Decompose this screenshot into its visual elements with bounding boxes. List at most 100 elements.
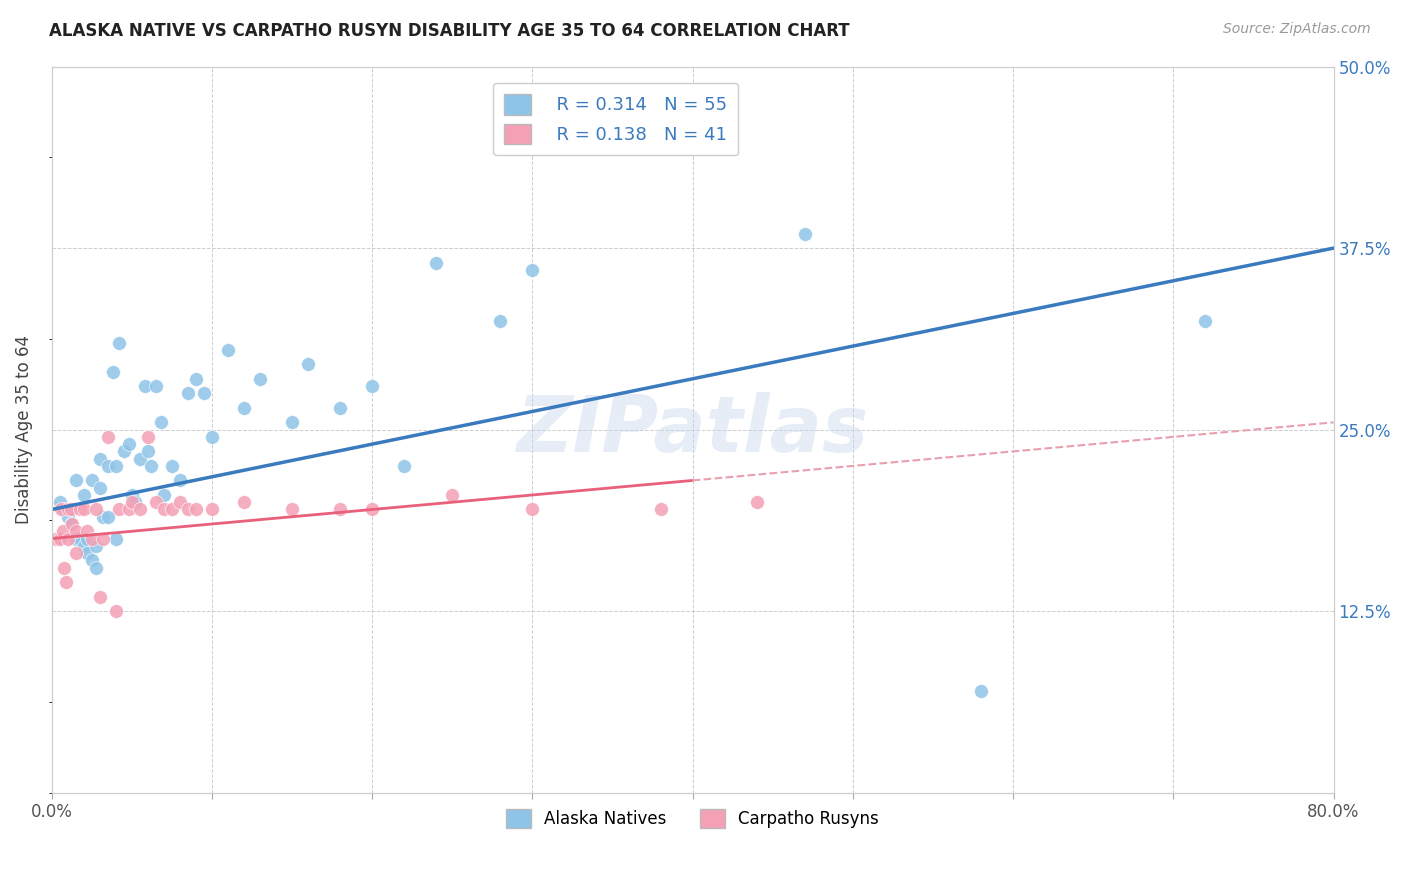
Point — [80, 553, 103, 567]
Point — [91, 509, 114, 524]
Point — [232, 495, 254, 509]
Point — [249, 372, 271, 386]
Point — [56, 509, 79, 524]
Point — [89, 590, 111, 604]
Point — [59, 516, 82, 531]
Point — [152, 502, 174, 516]
Point — [441, 488, 464, 502]
Point — [89, 481, 111, 495]
Point — [86, 560, 108, 574]
Point — [650, 502, 672, 516]
Point — [48, 532, 70, 546]
Point — [69, 502, 91, 516]
Point — [136, 444, 159, 458]
Point — [56, 532, 79, 546]
Point — [76, 524, 98, 539]
Point — [53, 502, 76, 516]
Point — [169, 474, 191, 488]
Point — [128, 451, 150, 466]
Point — [80, 532, 103, 546]
Point — [51, 502, 73, 516]
Point — [73, 488, 96, 502]
Point — [392, 458, 415, 473]
Point — [121, 488, 143, 502]
Y-axis label: Disability Age 35 to 64: Disability Age 35 to 64 — [15, 335, 32, 524]
Point — [65, 532, 87, 546]
Point — [134, 379, 156, 393]
Point — [53, 560, 76, 574]
Point — [91, 532, 114, 546]
Point — [128, 502, 150, 516]
Point — [104, 604, 127, 618]
Point — [193, 386, 215, 401]
Point — [124, 495, 146, 509]
Point — [97, 509, 120, 524]
Point — [201, 430, 224, 444]
Point — [145, 379, 167, 393]
Point — [970, 684, 993, 698]
Point — [152, 488, 174, 502]
Point — [97, 458, 120, 473]
Point — [149, 416, 172, 430]
Point — [48, 495, 70, 509]
Point — [73, 502, 96, 516]
Point — [361, 502, 384, 516]
Point — [177, 386, 200, 401]
Point — [177, 502, 200, 516]
Legend: Alaska Natives, Carpatho Rusyns: Alaska Natives, Carpatho Rusyns — [499, 803, 886, 835]
Point — [59, 502, 82, 516]
Point — [489, 314, 512, 328]
Point — [160, 502, 183, 516]
Point — [745, 495, 768, 509]
Point — [121, 495, 143, 509]
Point — [136, 430, 159, 444]
Point — [52, 524, 75, 539]
Point — [86, 502, 108, 516]
Point — [329, 502, 352, 516]
Point — [101, 365, 124, 379]
Point — [65, 524, 87, 539]
Point — [281, 502, 304, 516]
Point — [80, 474, 103, 488]
Point — [104, 458, 127, 473]
Point — [160, 458, 183, 473]
Text: Source: ZipAtlas.com: Source: ZipAtlas.com — [1223, 22, 1371, 37]
Point — [117, 437, 139, 451]
Point — [201, 502, 224, 516]
Point — [89, 451, 111, 466]
Point — [76, 546, 98, 560]
Text: ALASKA NATIVE VS CARPATHO RUSYN DISABILITY AGE 35 TO 64 CORRELATION CHART: ALASKA NATIVE VS CARPATHO RUSYN DISABILI… — [49, 22, 849, 40]
Point — [145, 495, 167, 509]
Point — [361, 379, 384, 393]
Point — [297, 357, 319, 371]
Point — [169, 495, 191, 509]
Point — [76, 532, 98, 546]
Point — [1194, 314, 1216, 328]
Point — [232, 401, 254, 415]
Point — [104, 532, 127, 546]
Point — [217, 343, 239, 357]
Point — [139, 458, 162, 473]
Point — [522, 502, 544, 516]
Point — [45, 532, 67, 546]
Point — [184, 372, 207, 386]
Point — [117, 502, 139, 516]
Point — [86, 539, 108, 553]
Point — [793, 227, 815, 241]
Point — [425, 255, 447, 269]
Point — [69, 532, 91, 546]
Point — [97, 430, 120, 444]
Point — [108, 335, 131, 350]
Point — [329, 401, 352, 415]
Point — [56, 502, 79, 516]
Point — [65, 474, 87, 488]
Point — [112, 444, 135, 458]
Point — [73, 539, 96, 553]
Point — [65, 546, 87, 560]
Point — [108, 502, 131, 516]
Text: ZIPatlas: ZIPatlas — [516, 392, 869, 467]
Point — [281, 416, 304, 430]
Point — [522, 263, 544, 277]
Point — [184, 502, 207, 516]
Point — [55, 575, 77, 590]
